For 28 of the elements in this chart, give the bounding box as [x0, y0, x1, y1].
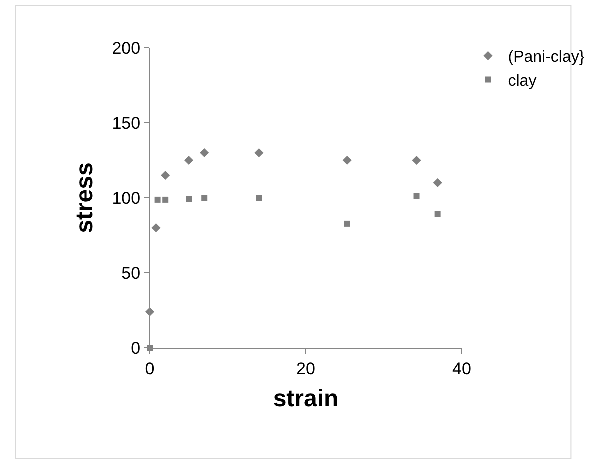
x-axis-title: strain — [273, 386, 339, 413]
point — [161, 170, 170, 180]
y-tick-label: 0 — [131, 338, 141, 358]
point — [154, 196, 161, 203]
point — [152, 223, 161, 233]
y-tick-label: 50 — [122, 264, 141, 283]
point — [200, 148, 210, 158]
x-tick-label: 40 — [452, 359, 472, 378]
point — [162, 196, 169, 203]
point — [202, 195, 208, 201]
legend-label: (Pani-clay} — [508, 49, 586, 66]
point — [434, 212, 441, 218]
y-axis-title: stress — [71, 162, 98, 234]
point — [412, 156, 422, 166]
y-tick-label: 100 — [112, 188, 141, 208]
point — [344, 220, 350, 227]
point — [433, 178, 442, 188]
point — [186, 196, 192, 202]
point — [256, 195, 262, 201]
legend-label: clay — [508, 72, 537, 90]
x-tick-label: 0 — [145, 359, 155, 378]
point — [414, 194, 420, 200]
y-tick-label: 150 — [112, 114, 141, 133]
point — [254, 148, 264, 158]
y-tick-label: 200 — [112, 38, 141, 58]
point — [184, 156, 194, 166]
point — [342, 156, 352, 166]
x-tick-label: 20 — [296, 359, 316, 378]
